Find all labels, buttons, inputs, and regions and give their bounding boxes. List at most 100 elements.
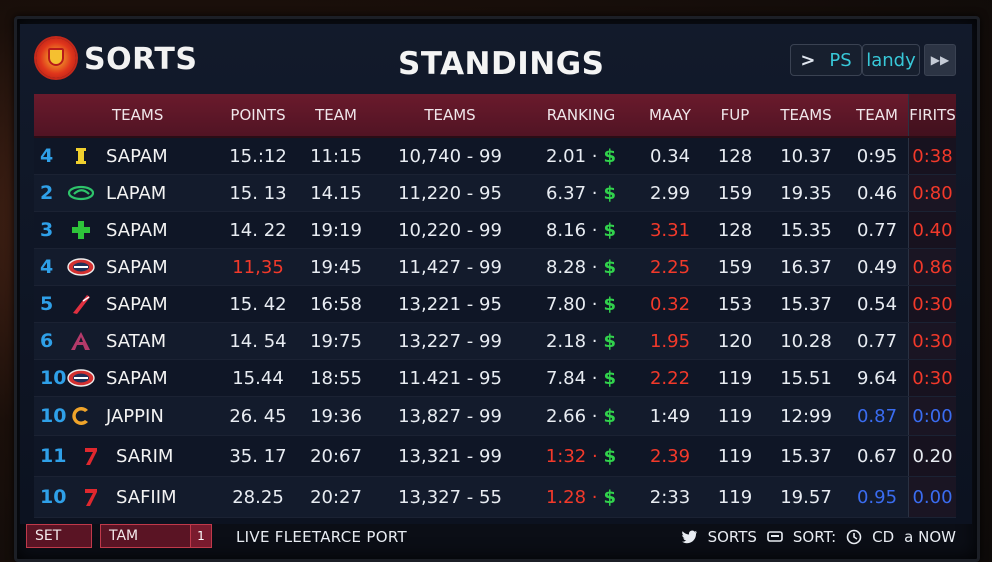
team-logo-icon (76, 445, 106, 467)
ranking-value: 1.28 · (545, 486, 598, 508)
table-row[interactable]: 10 SAPAM 15.44 18:55 11.421 - 95 7.84 · $2.22 1… (34, 360, 956, 397)
ranking-cell: 7.80 · $ (526, 286, 636, 322)
column-header[interactable]: TEAM (315, 106, 357, 124)
brand-name: SORTS (84, 42, 198, 77)
ranking-cell: 2.66 · $ (526, 397, 636, 435)
points-value: 15.44 (232, 367, 284, 389)
maay-value: 0.34 (649, 145, 691, 167)
team2-cell: 0.95 (846, 477, 908, 517)
team2-value: 0.77 (856, 219, 898, 241)
team-name: SAPAM (106, 145, 168, 167)
team2-cell: 0.77 (846, 323, 908, 359)
ps-button[interactable]: > PS (790, 44, 862, 76)
teams-value: 13,327 - 55 (398, 486, 502, 508)
teams2-cell: 15.51 (766, 360, 846, 396)
time-value: 19:36 (310, 405, 362, 427)
teams2-value: 12:99 (780, 405, 832, 427)
points-value: 15. 42 (229, 293, 287, 315)
column-header[interactable]: TEAMS (780, 106, 832, 124)
time-cell: 14.15 (298, 175, 374, 211)
tam-count-badge: 1 (190, 525, 211, 547)
firits-value: 0:30 (912, 293, 953, 315)
table-row[interactable]: 11 SARIM 35. 17 20:67 13,321 - 99 1:32 · $2.39… (34, 436, 956, 477)
teams-value: 13,321 - 99 (398, 445, 502, 467)
fup-cell: 128 (704, 212, 766, 248)
column-header[interactable]: TEAM (856, 106, 898, 124)
dollar-icon: $ (603, 330, 617, 352)
fast-forward-icon[interactable]: ▶▶ (924, 44, 956, 76)
teams-value: 13,221 - 95 (398, 293, 502, 315)
firits-cell: 0:80 (908, 175, 956, 211)
team-name: JAPPIN (106, 405, 164, 427)
time-cell: 19:19 (298, 212, 374, 248)
table-row[interactable]: 10 JAPPIN 26. 45 19:36 13,827 - 99 2.66 · $1:4… (34, 397, 956, 436)
fup-value: 119 (717, 367, 753, 389)
teams2-value: 15.37 (780, 293, 832, 315)
team-name: SARIM (116, 445, 174, 467)
firits-value: 0.86 (912, 256, 953, 278)
team-logo-icon (66, 367, 96, 389)
fup-cell: 119 (704, 397, 766, 435)
team-name: SATAM (106, 330, 167, 352)
time-value: 14.15 (310, 182, 362, 204)
table-row[interactable]: 4 SAPAM 11,35 19:45 11,427 - 99 8.28 · $2.25 15… (34, 249, 956, 286)
team-logo-icon (66, 256, 96, 278)
column-header[interactable]: FUP (720, 106, 750, 124)
team-cell: 4 SAPAM (34, 249, 218, 285)
team2-value: 0.46 (856, 182, 898, 204)
dollar-icon: $ (603, 405, 617, 427)
table-row[interactable]: 10 SAFIIM 28.25 20:27 13,327 - 55 1.28 · $2:33… (34, 477, 956, 518)
teams2-cell: 12:99 (766, 397, 846, 435)
time-cell: 16:58 (298, 286, 374, 322)
team2-cell: 0.54 (846, 286, 908, 322)
column-header[interactable]: POINTS (230, 106, 286, 124)
standings-table: TEAMS POINTS TEAM TEAMS RANKING MAAY FUP… (34, 94, 956, 518)
firits-cell: 0.00 (908, 477, 956, 517)
column-header[interactable]: RANKING (546, 106, 616, 124)
team2-cell: 0.67 (846, 436, 908, 476)
column-header[interactable]: TEAMS (424, 106, 476, 124)
team-name: SAPAM (106, 256, 168, 278)
fup-cell: 159 (704, 249, 766, 285)
ranking-value: 2.01 · (545, 145, 598, 167)
dollar-icon: $ (603, 486, 617, 508)
team-cell: 6 SATAM (34, 323, 218, 359)
table-row[interactable]: 6 SATAM 14. 54 19:75 13,227 - 99 2.18 · $1.95 1… (34, 323, 956, 360)
maay-cell: 2:33 (636, 477, 704, 517)
points-cell: 11,35 (218, 249, 298, 285)
table-row[interactable]: 5 SAPAM 15. 42 16:58 13,221 - 95 7.80 · $0.32 1… (34, 286, 956, 323)
team-logo-icon (76, 486, 106, 508)
table-row[interactable]: 4 SAPAM 15.:12 11:15 10,740 - 99 2.01 · $0.34 1… (34, 138, 956, 175)
dollar-icon: $ (603, 293, 617, 315)
landy-button[interactable]: landy (862, 44, 920, 76)
team-name: SAPAM (106, 367, 168, 389)
ranking-value: 8.16 · (545, 219, 598, 241)
teams-cell: 10,740 - 99 (374, 138, 526, 174)
fup-cell: 159 (704, 175, 766, 211)
teams2-value: 15.51 (780, 367, 832, 389)
team2-value: 0.67 (856, 445, 898, 467)
firits-cell: 0.20 (908, 436, 956, 476)
table-row[interactable]: 3 SAPAM 14. 22 19:19 10,220 - 99 8.16 · $3.31 1… (34, 212, 956, 249)
teams-cell: 11,427 - 99 (374, 249, 526, 285)
dollar-icon: $ (603, 256, 617, 278)
column-header[interactable]: MAAY (649, 106, 691, 124)
teams2-cell: 15.37 (766, 286, 846, 322)
table-row[interactable]: 2 LAPAM 15. 13 14.15 11,220 - 95 6.37 · $2.99 1… (34, 175, 956, 212)
sorts-link[interactable]: SORTS (707, 528, 757, 546)
maay-cell: 1.95 (636, 323, 704, 359)
team-cell: 2 LAPAM (34, 175, 218, 211)
column-header[interactable]: TEAMS (112, 106, 164, 124)
set-tab[interactable]: SET (26, 524, 92, 548)
ranking-value: 7.84 · (545, 367, 598, 389)
sort-link[interactable]: SORT: (792, 528, 837, 546)
time-value: 18:55 (310, 367, 362, 389)
column-header[interactable]: FIRITS (908, 94, 956, 136)
teams-value: 11.421 - 95 (398, 367, 502, 389)
maay-cell: 3.31 (636, 212, 704, 248)
teams2-value: 15.35 (780, 219, 832, 241)
club-crest-logo (36, 38, 76, 78)
firits-cell: 0:30 (908, 286, 956, 322)
time-value: 19:45 (310, 256, 362, 278)
maay-cell: 2.39 (636, 436, 704, 476)
